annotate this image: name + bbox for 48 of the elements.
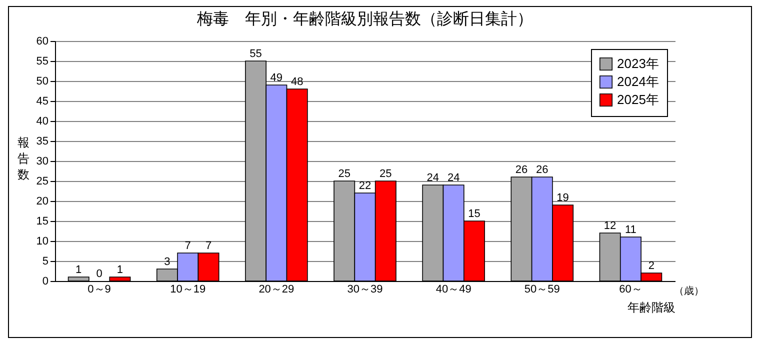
y-tick-label: 60 bbox=[36, 36, 48, 48]
data-label: 49 bbox=[270, 72, 283, 84]
x-tick-label: 20～29 bbox=[258, 284, 294, 296]
chart-title: 梅毒 年別・年齢階級別報告数（診断日集計） bbox=[196, 10, 533, 28]
text: （歳） bbox=[674, 285, 704, 297]
data-label: 7 bbox=[184, 240, 191, 252]
data-label: 24 bbox=[426, 172, 440, 184]
data-label: 24 bbox=[447, 172, 460, 184]
x-axis-title: 年齢階級 bbox=[628, 300, 676, 314]
data-label: 11 bbox=[625, 224, 636, 236]
y-tick-label: 15 bbox=[36, 216, 48, 228]
legend-label: 2025年 bbox=[617, 92, 659, 107]
y-tick-label: 30 bbox=[36, 156, 48, 168]
y-axis-title: 報告数 bbox=[18, 135, 30, 182]
y-tick-label: 5 bbox=[42, 256, 48, 268]
x-tick-label: 10～19 bbox=[170, 284, 206, 296]
y-tick-label: 35 bbox=[36, 136, 48, 148]
data-label: 25 bbox=[338, 168, 350, 180]
x-tick-label: 60～ bbox=[619, 284, 642, 296]
data-label: 19 bbox=[556, 192, 569, 204]
data-label: 1 bbox=[76, 264, 82, 276]
data-label: 26 bbox=[536, 164, 548, 176]
y-tick-label: 40 bbox=[36, 116, 48, 128]
x-tick-label: 0～9 bbox=[88, 284, 111, 296]
data-label: 22 bbox=[358, 180, 372, 192]
y-tick-label: 25 bbox=[36, 176, 48, 188]
y-tick-label: 45 bbox=[36, 96, 48, 108]
legend-label: 2024年 bbox=[617, 74, 659, 89]
data-label: 15 bbox=[468, 208, 480, 220]
x-tick-label: 30～39 bbox=[347, 284, 383, 296]
data-label: 26 bbox=[515, 164, 528, 176]
y-tick-label: 20 bbox=[36, 196, 48, 208]
data-label: 1 bbox=[116, 264, 124, 276]
data-label: 55 bbox=[250, 48, 262, 60]
data-label: 2 bbox=[648, 260, 654, 272]
data-label: 25 bbox=[380, 168, 392, 180]
legend-label: 2023年 bbox=[617, 56, 659, 71]
y-tick-label: 55 bbox=[36, 56, 48, 68]
data-label: 3 bbox=[164, 256, 170, 268]
x-tick-label: 40～49 bbox=[436, 284, 472, 296]
x-tick-label: 50～59 bbox=[524, 284, 560, 296]
data-label: 12 bbox=[604, 220, 616, 232]
y-tick-label: 10 bbox=[36, 236, 48, 248]
y-tick-label: 50 bbox=[36, 76, 48, 88]
y-tick-label: 0 bbox=[42, 276, 48, 288]
data-label: 7 bbox=[205, 240, 212, 252]
data-label: 48 bbox=[290, 76, 304, 88]
data-label: 0 bbox=[96, 268, 102, 280]
